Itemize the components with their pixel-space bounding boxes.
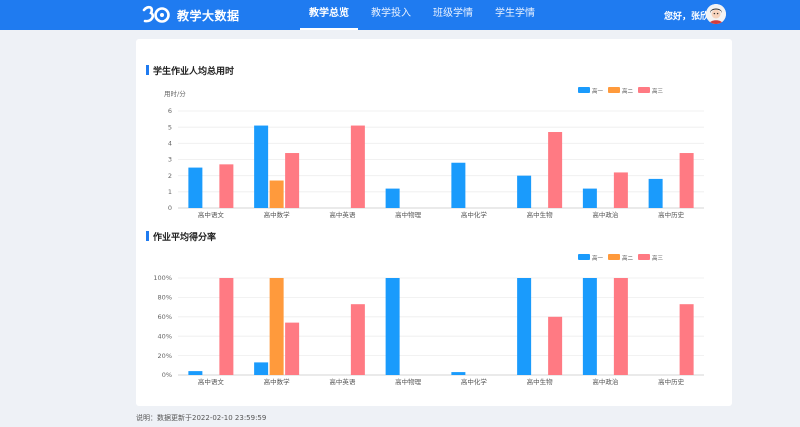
y-tick-label: 4 [168,140,172,148]
x-tick-label: 高中英语 [329,377,356,386]
dashboard-card: 学生作业人均总用时 高一 高二 高三 用时/分 0 1 2 3 4 5 6 高中语文 高中数学 高中英语高… [136,39,732,406]
bar-0-0 [188,167,203,208]
bar-6-2 [613,172,628,208]
x-tick-label: 高中生物 [527,210,554,219]
legend-label-1: 高二 [622,87,634,95]
y-tick-label: 0% [162,371,172,379]
x-tick-label: 高中英语 [329,210,356,219]
x-tick-label: 高中政治 [592,210,619,219]
bar-5-0 [517,278,532,375]
x-tick-label: 高中语文 [198,210,225,219]
bar-0-2 [219,278,234,375]
avatar[interactable] [706,4,726,24]
bar-7-2 [679,153,694,208]
tab-student-learning[interactable]: 学生学情 [495,8,535,19]
y-tick-label: 3 [168,156,172,164]
bar-5-0 [517,175,532,208]
bar-5-2 [548,316,563,375]
bar-6-0 [582,278,597,375]
bar-1-1 [269,278,284,375]
user-avatar-icon [706,4,726,24]
y-tick-label: 60% [158,313,172,321]
bar-2-2 [350,125,365,208]
legend-label-2: 高三 [652,254,664,262]
legend-swatch-1 [608,254,620,260]
y-tick-label: 100% [153,274,172,282]
x-tick-label: 高中历史 [658,377,685,386]
y-tick-label: 80% [158,294,172,302]
legend-label-2: 高三 [652,87,664,95]
legend-label-0: 高一 [592,87,604,95]
bar-2-2 [350,304,365,375]
x-tick-label: 高中化学 [461,210,488,219]
legend-swatch-2 [638,87,650,93]
bar-1-0 [254,362,269,375]
x-tick-label: 高中历史 [658,210,685,219]
bar-1-2 [285,153,300,208]
bar-3-0 [385,278,400,375]
bar-0-2 [219,164,234,208]
tab-teaching-overview[interactable]: 教学总览 [300,0,358,30]
bar-4-0 [451,372,466,375]
x-tick-label: 高中数学 [264,377,291,386]
legend-label-1: 高二 [622,254,634,262]
tab-class-learning[interactable]: 班级学情 [433,8,473,19]
user-greeting: 您好，张欣 [664,12,710,22]
y-tick-label: 6 [168,107,172,115]
bar-6-0 [582,188,597,208]
x-tick-label: 高中物理 [395,377,422,386]
y-tick-label: 5 [168,123,172,131]
homework-score-chart: 高一 高二 高三 0% 20% 40% 60% 80% 100% 高中语文 高中数学 高中英语 高中物理… [153,254,704,386]
bar-1-2 [285,322,300,375]
top-navigation-bar: 教学大数据 教学总览 教学投入 班级学情 学生学情 您好，张欣 [0,0,800,30]
bar-7-2 [679,304,694,375]
homework-time-chart: 高一 高二 高三 用时/分 0 1 2 3 4 5 6 高中语文 高中数学 高中英语 高中物理 高中化学 高中生… [164,87,704,219]
y-tick-label: 0 [168,204,172,212]
bar-5-2 [548,132,563,208]
legend-label-0: 高一 [592,254,604,262]
legend-swatch-0 [578,87,590,93]
app-logo-icon[interactable] [140,4,172,26]
legend-swatch-1 [608,87,620,93]
bar-6-2 [613,278,628,375]
bar-3-0 [385,188,400,208]
main-nav: 教学总览 教学投入 班级学情 学生学情 [300,0,548,30]
x-tick-label: 高中政治 [592,377,619,386]
y-tick-label: 2 [168,172,172,180]
y-tick-label: 40% [158,332,172,340]
bar-1-0 [254,125,269,208]
x-tick-label: 高中数学 [264,210,291,219]
x-tick-label: 高中物理 [395,210,422,219]
app-title: 教学大数据 [177,9,240,23]
x-tick-label: 高中语文 [198,377,225,386]
x-tick-label: 高中生物 [527,377,554,386]
section-title-homework-score: 作业平均得分率 [146,230,216,243]
bar-4-0 [451,162,466,208]
y-axis-label: 用时/分 [164,89,186,98]
tab-teaching-input[interactable]: 教学投入 [371,8,411,19]
legend-swatch-2 [638,254,650,260]
bar-7-0 [648,178,663,208]
bar-0-0 [188,371,203,375]
x-tick-label: 高中化学 [461,377,488,386]
bar-1-1 [269,180,284,208]
y-tick-label: 20% [158,352,172,360]
section-title-homework-time: 学生作业人均总用时 [146,64,234,77]
data-update-note: 说明：数据更新于2022-02-10 23:59:59 [136,414,267,422]
y-tick-label: 1 [168,188,172,196]
legend-swatch-0 [578,254,590,260]
